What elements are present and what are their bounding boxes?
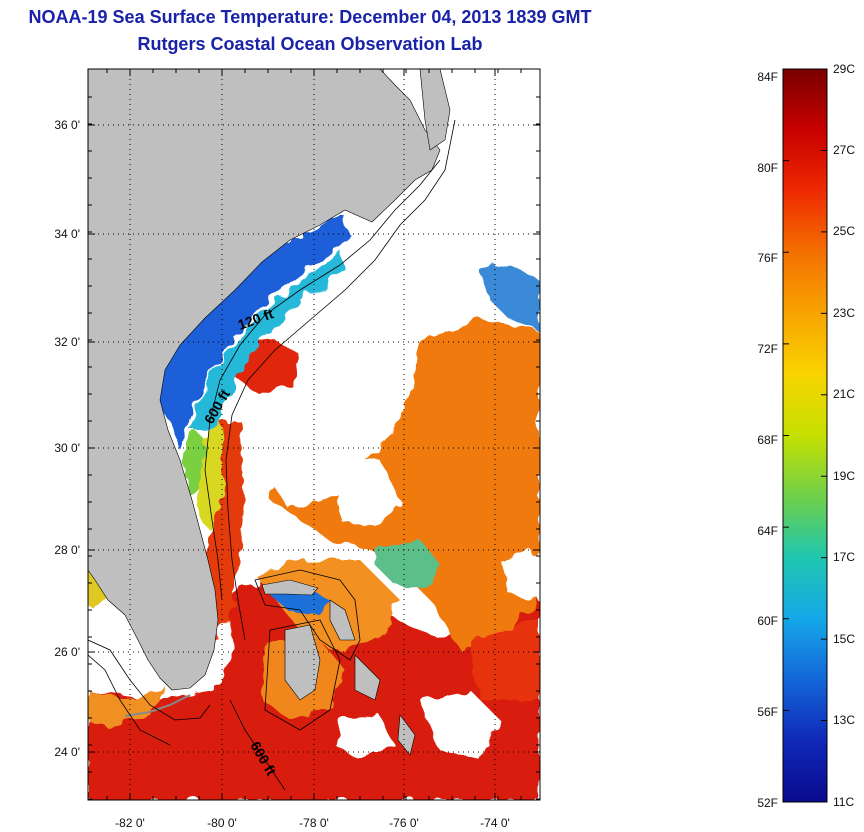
sst-blue-north (480, 265, 540, 330)
graticule (88, 69, 540, 800)
sst-red-patch-2 (470, 620, 540, 700)
colorbar-f-label: 52F (757, 796, 778, 810)
lon-label-80: -80 0' (207, 816, 237, 830)
isobath-600ft (225, 119, 456, 641)
sst-cold-shelf (155, 215, 350, 450)
colorbar-c-label: 27C (833, 143, 856, 157)
cloud-patch-south (420, 690, 500, 760)
colorbar-ticks (783, 68, 827, 803)
land-grand-bahama (261, 579, 319, 596)
land-abaco (329, 599, 356, 641)
colorbar-f-label: 60F (757, 614, 778, 628)
colorbar-f-label: 80F (757, 161, 778, 175)
cloud-patches (250, 270, 540, 760)
lon-label-78: -78 0' (299, 816, 329, 830)
isobath-contours (88, 119, 456, 791)
cloud-patch-central (250, 270, 430, 510)
colorbar-c-label: 21C (833, 387, 856, 401)
colorbar-f-label: 68F (757, 433, 778, 447)
colorbar-c-label: 15C (833, 632, 856, 646)
colorbar-c-label: 13C (833, 713, 856, 727)
lat-label-34: 34 0' (54, 227, 80, 241)
colorbar (782, 68, 828, 803)
lat-label-30: 30 0' (54, 441, 80, 455)
isobath-straits (229, 699, 286, 791)
isobath-gulf (88, 639, 211, 721)
colorbar-c-label: 19C (833, 469, 856, 483)
map-subtitle: Rutgers Coastal Ocean Observation Lab (137, 34, 483, 54)
lat-label-32: 32 0' (54, 335, 80, 349)
colorbar-c-label: 17C (833, 550, 856, 564)
colorbar-f-label: 72F (757, 342, 778, 356)
sst-green-patch (375, 540, 440, 590)
isobath-gulf-2 (88, 654, 171, 746)
lon-label-82: -82 0' (115, 816, 145, 830)
lat-label-24: 24 0' (54, 745, 80, 759)
cloud-patch-central-2 (330, 460, 400, 530)
colorbar-f-label: 76F (757, 251, 778, 265)
land-long-island (397, 714, 416, 756)
cloud-patch-south-2 (335, 715, 395, 760)
colorbar-c-label: 25C (833, 224, 856, 238)
land-outer-banks (419, 69, 451, 151)
land-eleuthera (354, 654, 381, 701)
colorbar-c-label: 23C (833, 306, 856, 320)
sst-red-patch (238, 340, 300, 395)
lat-label-26: 26 0' (54, 645, 80, 659)
isobath-120ft (204, 159, 441, 601)
sst-gulf-orange (88, 685, 165, 725)
lat-label-36: 36 0' (54, 118, 80, 132)
axis-ticks (88, 69, 540, 800)
colorbar-f-label: 84F (757, 70, 778, 84)
sst-green-band (182, 430, 205, 500)
lat-label-28: 28 0' (54, 543, 80, 557)
lon-label-74: -74 0' (480, 816, 510, 830)
land-keys (124, 694, 191, 717)
map-title: NOAA-19 Sea Surface Temperature: Decembe… (28, 7, 592, 27)
colorbar-c-label: 11C (833, 795, 855, 809)
cloud-patch-east (500, 550, 540, 600)
colorbar-f-label: 64F (757, 524, 778, 538)
sst-cyan-band (190, 250, 345, 430)
isobath-bahamas (254, 569, 361, 661)
land-mainland (88, 69, 441, 691)
colorbar-f-label: 56F (757, 705, 778, 719)
lon-label-76: -76 0' (389, 816, 419, 830)
map-area: 120 ft 600 ft 600 ft (88, 69, 540, 800)
colorbar-c-label: 29C (833, 62, 856, 76)
isobath-bahamas-2 (264, 619, 341, 731)
sst-orange-east (270, 320, 540, 650)
